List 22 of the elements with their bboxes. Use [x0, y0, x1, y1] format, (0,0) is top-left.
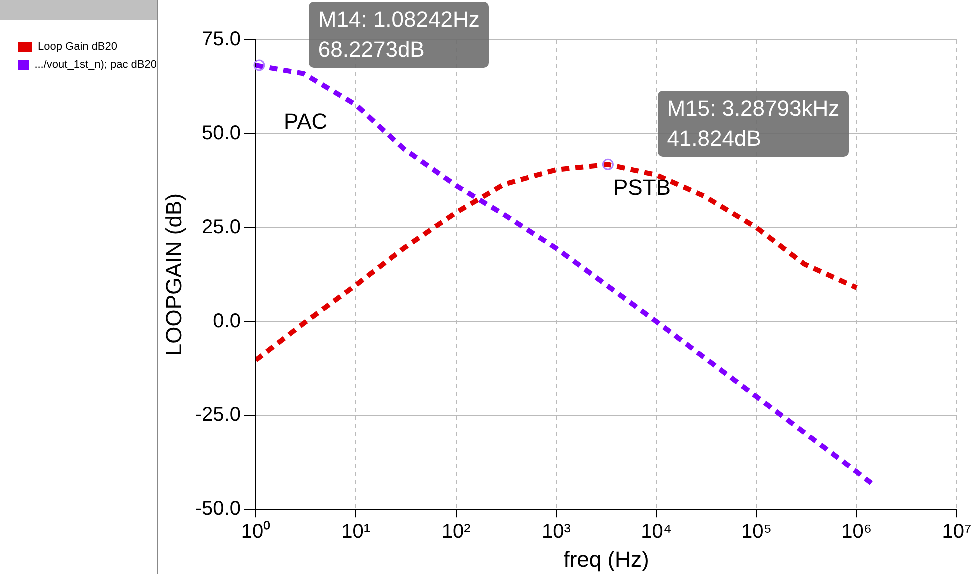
y-tick-label: 0.0: [213, 310, 241, 332]
x-tick-label: 10⁷: [942, 521, 972, 544]
y-axis-title: LOOPGAIN (dB): [161, 194, 186, 356]
y-tick-label: -50.0: [195, 498, 241, 520]
annotation: PAC: [284, 109, 328, 134]
x-tick-label: 10⁵: [741, 521, 772, 544]
annotation: PSTB: [614, 174, 671, 200]
y-tick-label: 75.0: [202, 28, 241, 51]
x-tick-label: 10⁴: [641, 521, 672, 544]
y-tick-label: -25.0: [195, 404, 241, 426]
x-tick-label: 10¹: [342, 521, 371, 544]
marker-callout: M15: 3.28793kHz 41.824dB: [658, 90, 849, 157]
y-tick-label: 50.0: [202, 122, 241, 144]
marker-callout: M14: 1.08242Hz 68.2273dB: [309, 2, 489, 68]
legend-label: .../vout_1st_n); pac dB20: [34, 59, 157, 71]
x-tick-label: 10⁰: [241, 520, 271, 544]
x-tick-label: 10²: [442, 521, 472, 544]
legend-label: Loop Gain dB20: [38, 41, 118, 53]
x-tick-label: 10³: [542, 521, 572, 544]
x-tick-label: 10⁶: [842, 521, 872, 544]
x-axis-title: freq (Hz): [564, 546, 650, 572]
y-tick-label: 25.0: [202, 216, 241, 238]
